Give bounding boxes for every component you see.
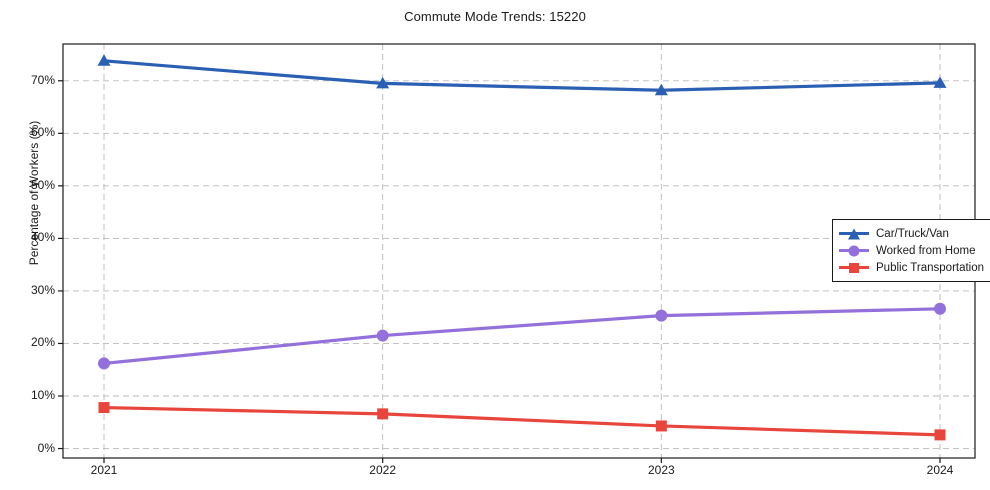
data-point-marker (655, 309, 668, 322)
y-tick-label: 40% (30, 230, 55, 245)
legend-marker-icon (848, 228, 860, 239)
legend-item[interactable]: Worked from Home (839, 242, 984, 259)
legend-marker-icon (849, 262, 859, 273)
x-tick-label: 2021 (90, 463, 118, 477)
legend-label: Public Transportation (876, 261, 985, 274)
data-point-marker (377, 408, 389, 420)
legend-item[interactable]: Car/Truck/Van (839, 225, 984, 242)
series-line (102, 405, 942, 437)
data-point-marker (934, 302, 946, 315)
data-point-marker (98, 357, 110, 370)
legend-swatch (839, 242, 869, 259)
data-point-marker (376, 76, 390, 89)
data-point-marker (933, 76, 947, 88)
x-tick-label: 2024 (926, 463, 954, 477)
legend-swatch (839, 225, 869, 242)
data-point-marker (934, 429, 946, 441)
data-point-marker (654, 83, 668, 96)
y-tick-label: 30% (30, 282, 55, 297)
data-point-marker (376, 329, 389, 342)
chart-title: Commute Mode Trends: 15220 (404, 9, 586, 24)
y-tick-label: 50% (30, 177, 55, 192)
y-tick-label: 10% (30, 388, 55, 402)
legend-marker-icon (848, 245, 860, 256)
axis-ticks (58, 80, 941, 463)
y-tick-label: 20% (30, 335, 55, 350)
y-tick-label: 60% (30, 125, 55, 140)
legend-swatch (839, 259, 869, 276)
legend-label: Car/Truck/Van (876, 227, 949, 240)
series-line (102, 59, 942, 92)
series-line (102, 307, 942, 366)
data-point-marker (97, 54, 111, 66)
grid-lines (63, 44, 975, 458)
y-tick-label: 0% (37, 440, 55, 455)
data-series (97, 54, 947, 441)
legend-item[interactable]: Public Transportation (839, 259, 984, 276)
x-tick-label: 2023 (647, 463, 675, 477)
x-tick-label: 2022 (369, 463, 396, 477)
chart-legend: Car/Truck/Van Worked from Home Public Tran… (832, 219, 990, 282)
legend-label: Worked from Home (876, 244, 976, 257)
data-point-marker (655, 420, 667, 432)
y-tick-label: 70% (30, 72, 55, 87)
data-point-marker (98, 402, 110, 414)
